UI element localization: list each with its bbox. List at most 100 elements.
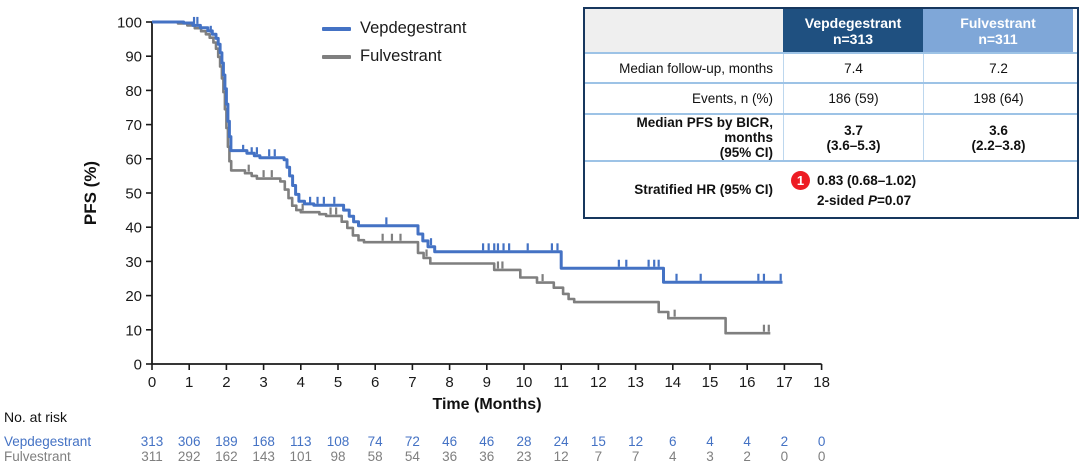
hazard-ratio-line: 1 0.83 (0.68–1.02): [791, 171, 1073, 190]
x-tick-label: 0: [148, 374, 156, 391]
risk-count: 28: [516, 434, 532, 449]
vepdegestrant-header-name: Vepdegestrant: [804, 14, 902, 31]
stats-row-median-followup: Median follow-up, months 7.4 7.2: [585, 52, 1077, 82]
stats-row-median-pfs: Median PFS by BICR, months (95% CI) 3.7 …: [585, 113, 1077, 160]
legend-label: Vepdegestrant: [360, 19, 467, 37]
stats-row-events: Events, n (%) 186 (59) 198 (64): [585, 82, 1077, 113]
km-curve-fulvestrant: [152, 20, 771, 335]
x-tick-label: 3: [259, 374, 267, 391]
risk-count: 311: [141, 448, 163, 464]
value-line1: 3.7: [844, 122, 863, 138]
x-tick-label: 7: [408, 374, 416, 391]
risk-count: 54: [404, 448, 420, 464]
y-tick-label: 0: [134, 357, 142, 374]
risk-count: 4: [743, 434, 751, 449]
y-tick-label: 90: [125, 49, 142, 66]
hazard-ratio-cell: 1 0.83 (0.68–1.02) 2-sided P=0.07: [783, 162, 1073, 217]
x-tick-label: 12: [590, 374, 607, 391]
risk-count: 98: [330, 448, 346, 464]
fulvestrant-header-name: Fulvestrant: [960, 14, 1036, 31]
legend-item-fulvestrant: Fulvestrant: [322, 47, 442, 66]
x-tick-label: 14: [664, 374, 681, 391]
y-axis-title: PFS (%): [81, 160, 100, 226]
risk-count: 4: [706, 434, 714, 449]
stats-header-fulvestrant-cell: Fulvestrant n=311: [923, 9, 1073, 52]
y-tick-label: 40: [125, 220, 142, 237]
risk-row-label-vepdegestrant: Vepdegestrant: [4, 434, 92, 449]
risk-count: 36: [442, 448, 458, 464]
risk-count: 2: [780, 434, 789, 449]
risk-count: 113: [290, 434, 312, 449]
row-label: Median PFS by BICR, months (95% CI): [585, 115, 783, 160]
y-tick-label: 10: [125, 322, 142, 339]
x-tick-label: 1: [185, 374, 193, 391]
vepdegestrant-value: 186 (59): [783, 84, 923, 113]
stats-header-blank-cell: [585, 9, 783, 52]
risk-count: 46: [442, 434, 458, 449]
x-tick-label: 11: [553, 374, 569, 391]
risk-count: 74: [367, 434, 383, 449]
risk-count: 108: [326, 434, 350, 449]
risk-count: 3: [706, 448, 714, 464]
row-label-line1: Median PFS by BICR, months: [636, 115, 773, 145]
y-tick-label: 80: [125, 83, 142, 100]
value-line2: (2.2–3.8): [971, 137, 1026, 153]
stats-row-hazard-ratio: Stratified HR (95% CI) 1 0.83 (0.68–1.02…: [585, 160, 1077, 217]
x-tick-label: 9: [483, 374, 491, 391]
fulvestrant-value: 198 (64): [923, 84, 1073, 113]
risk-count: 4: [669, 448, 677, 464]
y-tick-label: 20: [125, 288, 142, 305]
risk-count: 162: [215, 448, 238, 464]
risk-count: 24: [553, 434, 569, 449]
risk-count: 7: [594, 448, 603, 464]
x-tick-label: 13: [627, 374, 644, 391]
risk-count: 0: [780, 448, 789, 464]
stats-table: Vepdegestrant n=313 Fulvestrant n=311 Me…: [583, 7, 1079, 219]
vepdegestrant-value: 7.4: [783, 54, 923, 82]
risk-count: 72: [404, 434, 420, 449]
p-value-symbol: P: [868, 193, 878, 208]
row-label-line2: (95% CI): [719, 145, 773, 160]
x-tick-label: 8: [445, 374, 453, 391]
risk-count: 58: [367, 448, 383, 464]
y-tick-label: 50: [125, 186, 142, 203]
y-tick-label: 30: [125, 254, 142, 271]
risk-count: 292: [177, 448, 201, 464]
km-curve-vepdegestrant: [152, 20, 783, 284]
stats-header-row: Vepdegestrant n=313 Fulvestrant n=311: [585, 9, 1077, 52]
y-tick-label: 100: [117, 15, 142, 32]
risk-count: 12: [553, 448, 569, 464]
risk-count: 36: [479, 448, 495, 464]
value-line1: 3.6: [989, 122, 1008, 138]
risk-table-title: No. at risk: [4, 409, 68, 425]
y-tick-label: 60: [125, 151, 142, 168]
p-value-prefix: 2-sided: [817, 193, 869, 208]
risk-count: 0: [817, 434, 826, 449]
risk-row-label-fulvestrant: Fulvestrant: [4, 448, 71, 464]
risk-count: 306: [177, 434, 201, 449]
risk-count: 143: [252, 448, 275, 464]
x-tick-label: 18: [813, 374, 830, 391]
fulvestrant-value: 7.2: [923, 54, 1073, 82]
x-tick-label: 2: [222, 374, 230, 391]
vepdegestrant-header-n: n=313: [832, 30, 874, 47]
p-value-suffix: =0.07: [877, 193, 912, 208]
x-tick-label: 15: [702, 374, 719, 391]
risk-count: 2: [743, 448, 751, 464]
x-tick-label: 4: [297, 374, 305, 391]
legend-line-fulvestrant: [322, 54, 351, 59]
x-tick-label: 6: [371, 374, 379, 391]
value-line2: (3.6–5.3): [826, 137, 881, 153]
x-tick-label: 17: [776, 374, 793, 391]
risk-count: 0: [817, 448, 826, 464]
risk-count: 46: [479, 434, 495, 449]
x-tick-label: 5: [334, 374, 342, 391]
row-label: Median follow-up, months: [619, 60, 773, 76]
p-value-line: 2-sided P=0.07: [817, 193, 1073, 208]
x-tick-label: 16: [739, 374, 756, 391]
annotation-1-marker: 1: [791, 171, 810, 190]
legend-label: Fulvestrant: [360, 47, 442, 65]
risk-count: 7: [631, 448, 640, 464]
